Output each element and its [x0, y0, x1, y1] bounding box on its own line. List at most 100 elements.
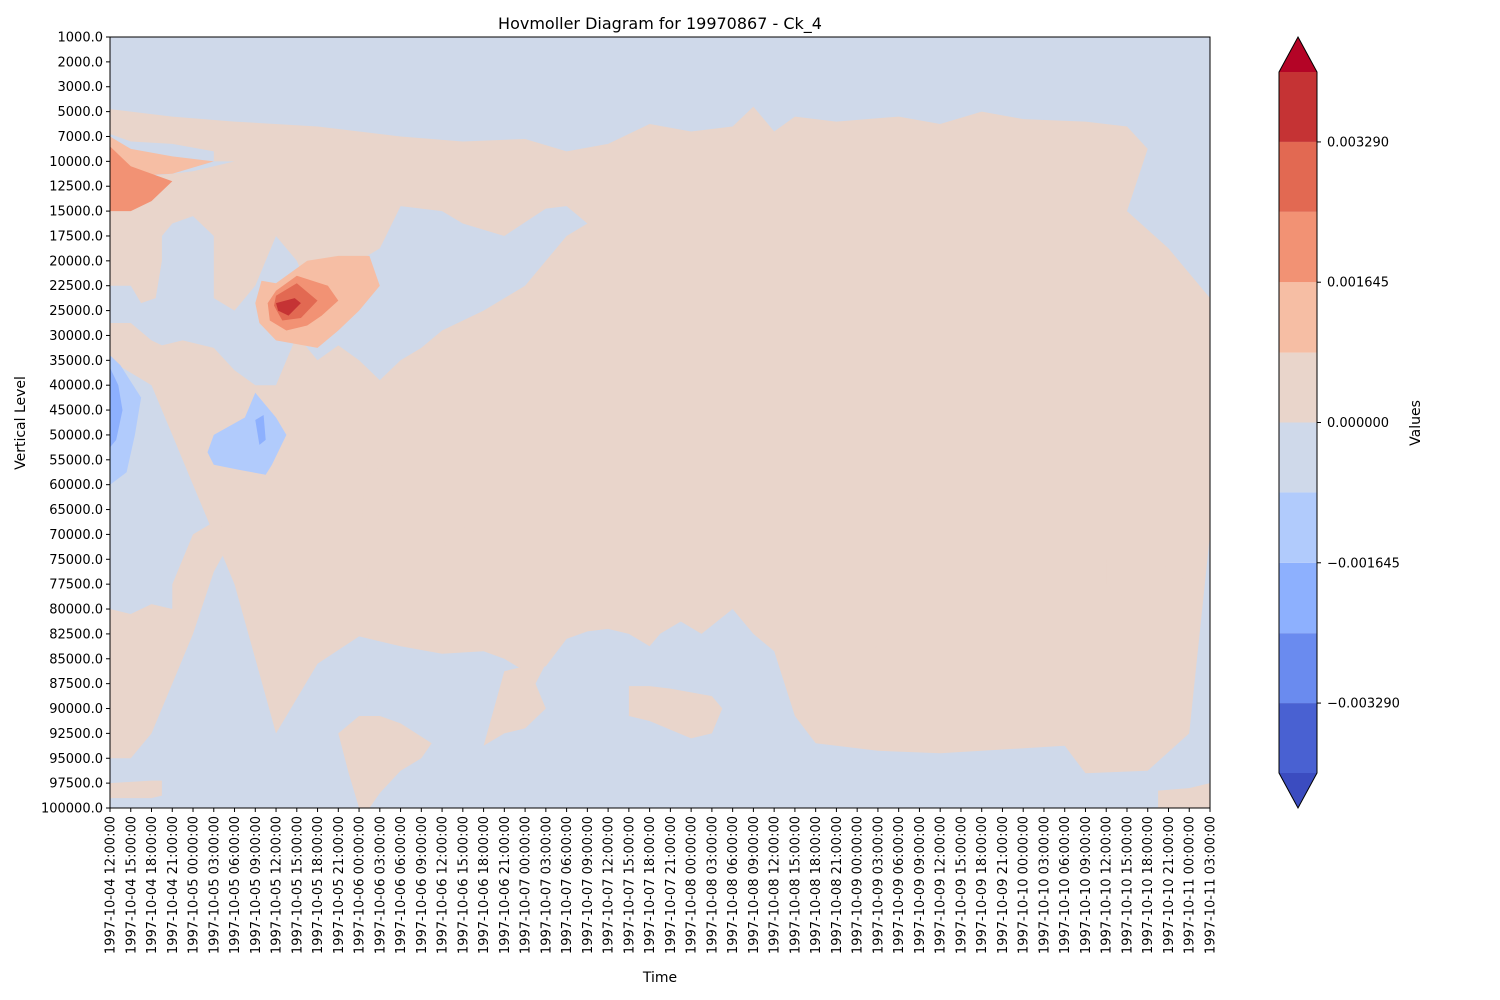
x-tick-label: 1997-10-06 21:00:00 [498, 816, 513, 954]
y-axis: 1000.0 2000.0 3000.0 5000.0 7000.0 10000.0 125… [41, 31, 110, 817]
y-tick-label: 17500.0 [49, 229, 103, 244]
plot-frame [109, 36, 1211, 809]
y-tick-label: 70000.0 [49, 528, 103, 543]
x-tick-label: 1997-10-08 12:00:00 [768, 816, 783, 954]
x-tick-label: 1997-10-07 06:00:00 [560, 816, 575, 954]
colorbar-tick-label: 0.003290 [1327, 135, 1389, 150]
y-tick-label: 90000.0 [49, 702, 103, 717]
colorbar-band [1279, 422, 1317, 493]
colorbar-tick-label: −0.003290 [1327, 697, 1400, 712]
contour-band [110, 323, 152, 361]
x-tick-label: 1997-10-10 09:00:00 [1079, 816, 1094, 954]
y-tick-label: 10000.0 [49, 155, 103, 170]
x-tick-label: 1997-10-09 12:00:00 [934, 816, 949, 954]
colorbar-band [1279, 141, 1317, 212]
x-tick-label: 1997-10-04 18:00:00 [145, 816, 160, 954]
x-tick-label: 1997-10-10 03:00:00 [1038, 816, 1053, 954]
x-tick-label: 1997-10-05 03:00:00 [207, 816, 222, 954]
x-tick-label: 1997-10-07 21:00:00 [664, 816, 679, 954]
x-tick-label: 1997-10-04 21:00:00 [166, 816, 181, 954]
y-tick-label: 35000.0 [49, 354, 103, 369]
x-tick-label: 1997-10-08 18:00:00 [809, 816, 824, 954]
x-tick-label: 1997-10-09 06:00:00 [892, 816, 907, 954]
contour-band [628, 686, 723, 739]
y-tick-label: 97500.0 [49, 777, 103, 792]
contour-band [338, 716, 432, 808]
x-tick-label: 1997-10-09 00:00:00 [851, 816, 866, 954]
y-tick-label: 87500.0 [49, 677, 103, 692]
x-tick-label: 1997-10-10 06:00:00 [1058, 816, 1073, 954]
contour-band [110, 780, 162, 799]
colorbar-band [1279, 282, 1317, 353]
x-tick-label: 1997-10-07 03:00:00 [539, 816, 554, 954]
y-tick-label: 25000.0 [49, 304, 103, 319]
y-tick-label: 95000.0 [49, 752, 103, 767]
y-tick-label: 12500.0 [49, 180, 103, 195]
contour-band [276, 298, 301, 316]
y-tick-label: 40000.0 [49, 379, 103, 394]
x-tick-label: 1997-10-04 15:00:00 [124, 816, 139, 954]
colorbar-band [1279, 633, 1317, 704]
colorbar-tick-label: −0.001645 [1327, 556, 1400, 571]
y-tick-label: 75000.0 [49, 553, 103, 568]
x-tick-label: 1997-10-07 15:00:00 [622, 816, 637, 954]
x-axis: 1997-10-04 12:00:00 1997-10-04 15:00:00 19… [104, 808, 1219, 954]
x-tick-label: 1997-10-10 00:00:00 [1017, 816, 1032, 954]
colorbar-extend-max [1279, 37, 1317, 72]
x-tick-label: 1997-10-11 03:00:00 [1204, 816, 1219, 954]
y-tick-label: 30000.0 [49, 329, 103, 344]
x-tick-label: 1997-10-11 00:00:00 [1183, 816, 1198, 954]
colorbar-outline [1278, 35, 1318, 810]
x-tick-label: 1997-10-10 21:00:00 [1162, 816, 1177, 954]
contour-band [1106, 559, 1190, 600]
x-tick-label: 1997-10-10 18:00:00 [1141, 816, 1156, 954]
x-tick-label: 1997-10-05 15:00:00 [290, 816, 305, 954]
x-tick-label: 1997-10-07 12:00:00 [602, 816, 617, 954]
colorbar-label: Values [1408, 400, 1424, 446]
y-tick-label: 50000.0 [49, 428, 103, 443]
y-tick-label: 3000.0 [58, 80, 104, 95]
x-tick-label: 1997-10-08 21:00:00 [830, 816, 845, 954]
y-tick-label: 2000.0 [58, 55, 104, 70]
y-tick-label: 80000.0 [49, 603, 103, 618]
contour-band [110, 146, 173, 212]
x-tick-label: 1997-10-06 06:00:00 [394, 816, 409, 954]
colorbar-band [1279, 211, 1317, 283]
y-tick-label: 1000.0 [58, 31, 104, 46]
y-tick-label: 100000.0 [41, 802, 103, 817]
chart-title: Hovmoller Diagram for 19970867 - Ck_4 [498, 14, 822, 34]
x-tick-label: 1997-10-08 06:00:00 [726, 816, 741, 954]
y-tick-label: 15000.0 [49, 205, 103, 220]
contour-band [1158, 783, 1210, 808]
colorbar-band [1279, 72, 1317, 142]
contour-band [255, 415, 266, 445]
y-tick-label: 55000.0 [49, 453, 103, 468]
y-tick-label: 20000.0 [49, 254, 103, 269]
x-tick-label: 1997-10-10 12:00:00 [1100, 816, 1115, 954]
y-tick-label: 82500.0 [49, 627, 103, 642]
x-tick-label: 1997-10-07 09:00:00 [581, 816, 596, 954]
contour-fills [110, 106, 1210, 808]
y-tick-label: 60000.0 [49, 478, 103, 493]
contour-band [359, 459, 407, 600]
x-tick-label: 1997-10-09 15:00:00 [954, 816, 969, 954]
y-tick-label: 45000.0 [49, 404, 103, 419]
x-tick-label: 1997-10-05 00:00:00 [187, 816, 202, 954]
contour-band [110, 136, 214, 199]
x-tick-label: 1997-10-10 15:00:00 [1121, 816, 1136, 954]
x-tick-label: 1997-10-09 03:00:00 [871, 816, 886, 954]
x-tick-label: 1997-10-08 03:00:00 [705, 816, 720, 954]
x-tick-label: 1997-10-07 18:00:00 [643, 816, 658, 954]
y-tick-label: 92500.0 [49, 727, 103, 742]
x-axis-label: Time [642, 970, 677, 986]
x-tick-label: 1997-10-09 09:00:00 [913, 816, 928, 954]
x-tick-label: 1997-10-05 18:00:00 [311, 816, 326, 954]
colorbar: 0.003290 0.001645 0.000000 −0.001645 −0.0032… [1278, 35, 1400, 810]
x-tick-label: 1997-10-05 09:00:00 [249, 816, 264, 954]
y-tick-label: 5000.0 [58, 105, 104, 120]
contour-band [110, 522, 235, 759]
x-tick-label: 1997-10-05 12:00:00 [270, 816, 285, 954]
plot-area [109, 36, 1211, 809]
y-tick-label: 22500.0 [49, 279, 103, 294]
